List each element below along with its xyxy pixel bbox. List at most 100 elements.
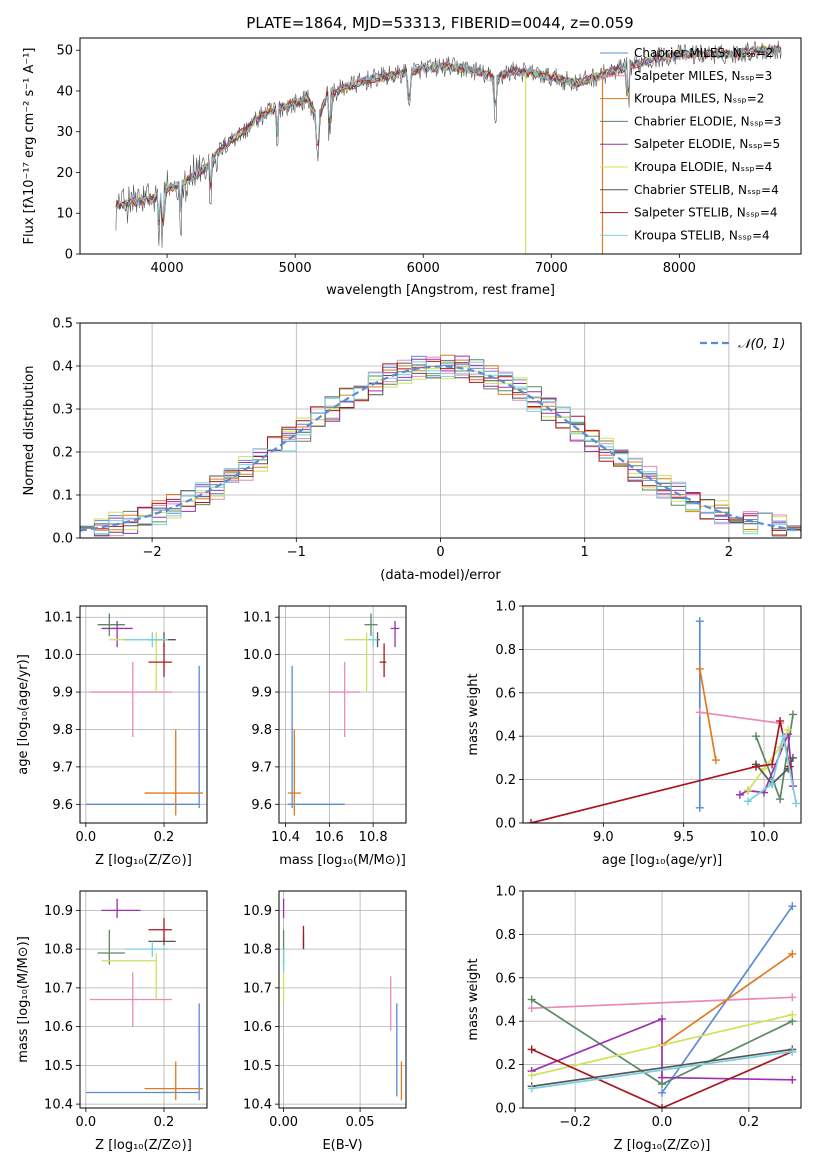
weight-Z-line-salpeter-miles xyxy=(531,996,793,1010)
residual-hist-salpeter-stelib xyxy=(80,360,801,531)
age-mass-ytick-label: 9.6 xyxy=(251,798,272,813)
age-mass-ytick-label: 9.7 xyxy=(251,760,272,775)
weight-age-marker-salpeter-stelib xyxy=(527,819,536,823)
spectrum-xtick-label: 8000 xyxy=(663,261,696,276)
mass-ebv-frame xyxy=(278,890,407,1109)
mass-Z-plot xyxy=(85,898,204,1101)
age-Z-xlabel: Z [log₁₀(Z/Z⊙)] xyxy=(95,853,192,868)
spectrum-ytick-label: 50 xyxy=(56,44,73,59)
age-mass-xtick-label: 10.6 xyxy=(315,830,344,845)
weight-age-marker-salpeter-stelib xyxy=(768,760,777,769)
mass-Z-point-salpeter-elodie xyxy=(101,898,141,919)
mass-Z-point-salpeter-miles xyxy=(89,972,172,1027)
weight-age-marker-kroupa-elodie xyxy=(743,786,752,795)
weight-Z-series-salpeter-miles xyxy=(527,993,797,1013)
weight-Z-xlabel: Z [log₁₀(Z/Z⊙)] xyxy=(614,1138,711,1153)
spectrum-frame xyxy=(79,37,802,255)
age-Z-point-salpeter-stelib xyxy=(148,643,172,678)
weight-age-xtick-label: 10.0 xyxy=(750,830,779,845)
spectrum-plot xyxy=(115,40,782,254)
weight-age-ytick-label: 0.6 xyxy=(495,686,516,701)
residuals-xtick-label: −1 xyxy=(287,545,306,560)
age-Z-ytick-label: 9.8 xyxy=(52,723,73,738)
weight-Z-series-salpeter-elodie xyxy=(527,1015,797,1084)
age-Z-point-salpeter-miles xyxy=(89,662,172,737)
weight-age-marker-kroupa-stelib xyxy=(768,779,777,788)
spectrum-xlabel: wavelength [Angstrom, rest frame] xyxy=(326,283,555,298)
residuals-ylabel: Normed distribution xyxy=(22,366,37,496)
legend-label-kroupa-stelib: Kroupa STELIB, Nₛₛₚ=4 xyxy=(634,228,770,242)
legend-label-kroupa-miles: Kroupa MILES, Nₛₛₚ=2 xyxy=(634,92,764,106)
residuals-ytick-label: 0.2 xyxy=(52,446,73,461)
legend-label-chabrier-elodie: Chabrier ELODIE, Nₛₛₚ=3 xyxy=(634,114,781,128)
weight-age-ytick-label: 1.0 xyxy=(495,600,516,615)
weight-Z-line-salpeter-stelib xyxy=(531,1048,793,1108)
weight-age-marker-chabrier-miles xyxy=(695,803,704,812)
weight-age-marker-kroupa-miles xyxy=(711,756,720,765)
spectrum-ytick-label: 30 xyxy=(56,125,73,140)
weight-age-marker-kroupa-elodie xyxy=(784,725,793,734)
weight-age-xlabel: age [log₁₀(age/yr)] xyxy=(602,853,723,868)
weight-age-marker-salpeter-stelib xyxy=(776,717,785,726)
weight-Z-ytick-label: 0.6 xyxy=(495,971,516,986)
residual-hist-kroupa-stelib xyxy=(80,361,801,535)
residual-legend: 𝒩(0, 1) xyxy=(700,337,785,352)
age-mass-ytick-label: 10.1 xyxy=(243,611,272,626)
age-Z-ytick-label: 10.1 xyxy=(44,611,73,626)
mass-ebv-ytick-label: 10.8 xyxy=(243,943,272,958)
age-mass-xlabel: mass [log₁₀(M/M⊙)] xyxy=(279,853,406,868)
weight-age-ytick-label: 0.8 xyxy=(495,643,516,658)
figure-title: PLATE=1864, MJD=53313, FIBERID=0044, z=0… xyxy=(246,14,633,32)
spectrum-ytick-label: 10 xyxy=(56,207,73,222)
age-Z-ytick-label: 9.7 xyxy=(52,760,73,775)
chart-layer: 4000 5000 6000 7000 800001020304050wavelengt… xyxy=(16,37,802,1153)
weight-Z-marker-salpeter-elodie xyxy=(788,1075,797,1084)
mass-Z-point-chabrier-elodie xyxy=(97,929,125,965)
weight-Z-marker-salpeter-elodie xyxy=(658,1073,666,1082)
legend-label-chabrier-miles: Chabrier MILES, Nₛₛₚ=2 xyxy=(634,46,774,60)
weight-Z-ytick-label: 1.0 xyxy=(495,885,516,900)
age-mass-point-salpeter-miles xyxy=(329,662,361,737)
mass-ebv-plot xyxy=(282,898,403,1101)
weight-Z-frame xyxy=(522,890,802,1109)
weight-Z-marker-kroupa-elodie xyxy=(788,1010,797,1019)
age-Z-ytick-label: 9.9 xyxy=(52,686,73,701)
mass-ebv-ytick-label: 10.6 xyxy=(243,1020,272,1035)
legend-label-salpeter-miles: Salpeter MILES, Nₛₛₚ=3 xyxy=(634,69,772,83)
weight-Z-marker-kroupa-miles xyxy=(788,949,797,958)
mass-Z-xlabel: Z [log₁₀(Z/Z⊙)] xyxy=(95,1138,192,1153)
weight-age-axes: 9.0 9.5 10.0 0.0 0.2 0.4 0.6 0.8 1.0 age [log₁₀(a… xyxy=(466,600,801,868)
weight-Z-marker-salpeter-stelib xyxy=(527,1045,536,1054)
mass-Z-ylabel: mass [log₁₀(M/M⊙)] xyxy=(16,936,31,1063)
spectrum-xtick-label: 6000 xyxy=(407,261,440,276)
weight-Z-plot xyxy=(527,902,797,1108)
weight-Z-marker-chabrier-miles xyxy=(658,1088,666,1097)
mass-Z-point-kroupa-miles xyxy=(144,1061,204,1101)
residuals-frame xyxy=(79,322,802,539)
age-mass-point-salpeter-stelib xyxy=(379,643,387,678)
age-Z-plot xyxy=(85,613,204,816)
weight-Z-series-chabrier-elodie xyxy=(527,995,797,1089)
age-mass-point-kroupa-elodie xyxy=(344,632,371,693)
weight-age-ylabel: mass weight xyxy=(466,673,481,755)
spectrum-model-kroupa-stelib xyxy=(115,45,782,221)
mass-Z-ytick-label: 10.9 xyxy=(44,904,73,919)
mass-Z-ytick-label: 10.7 xyxy=(44,981,73,996)
residuals-ytick-label: 0.4 xyxy=(52,360,73,375)
spectrum-ytick-label: 0 xyxy=(65,248,73,263)
weight-Z-marker-salpeter-stelib xyxy=(658,1104,666,1108)
weight-Z-line-kroupa-miles xyxy=(661,953,793,1046)
spectrum-data-line xyxy=(115,40,782,248)
mass-ebv-ytick-label: 10.9 xyxy=(243,904,272,919)
legend-label-chabrier-stelib: Chabrier STELIB, Nₛₛₚ=4 xyxy=(634,183,779,197)
weight-Z-marker-salpeter-miles xyxy=(527,1004,536,1013)
residuals-xtick-label: 0 xyxy=(436,545,444,560)
weight-Z-marker-chabrier-miles xyxy=(788,902,797,911)
age-Z-point-kroupa-stelib xyxy=(124,632,168,648)
mass-ebv-xtick-label: 0.00 xyxy=(269,1115,298,1130)
mass-Z-ytick-label: 10.8 xyxy=(44,943,73,958)
weight-age-line-chabrier-stelib xyxy=(755,757,794,786)
legend-label-salpeter-elodie: Salpeter ELODIE, Nₛₛₚ=5 xyxy=(634,137,780,151)
mass-Z-ytick-label: 10.4 xyxy=(44,1098,73,1113)
weight-age-marker-kroupa-miles xyxy=(695,664,704,673)
